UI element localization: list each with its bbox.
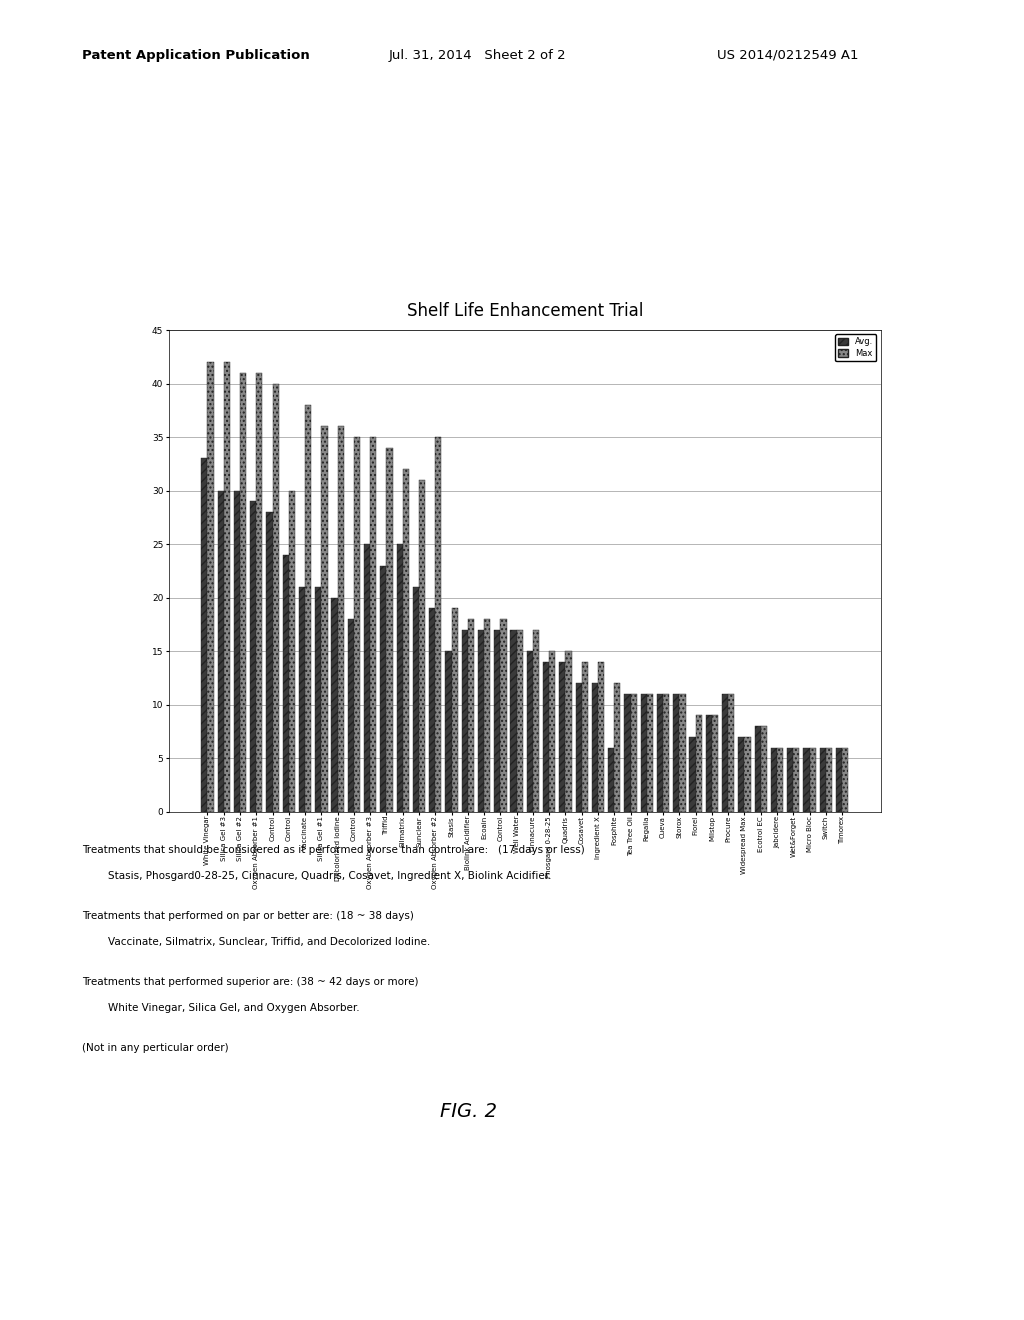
Bar — [598, 661, 604, 812]
Bar — [452, 609, 458, 812]
Bar — [771, 747, 777, 812]
Bar — [549, 651, 555, 812]
Bar — [836, 747, 842, 812]
Bar — [354, 437, 360, 812]
Bar — [517, 630, 523, 812]
Bar — [664, 694, 670, 812]
Bar — [272, 384, 279, 812]
Bar — [761, 726, 767, 812]
Bar — [755, 726, 761, 812]
Bar — [804, 747, 810, 812]
Text: White Vinegar, Silica Gel, and Oxygen Absorber.: White Vinegar, Silica Gel, and Oxygen Ab… — [82, 1003, 359, 1014]
Bar — [240, 372, 246, 812]
Text: (Not in any perticular order): (Not in any perticular order) — [82, 1043, 228, 1053]
Bar — [565, 651, 571, 812]
Bar — [299, 587, 305, 812]
Text: Patent Application Publication: Patent Application Publication — [82, 49, 309, 62]
Bar — [631, 694, 637, 812]
Bar — [842, 747, 848, 812]
Text: US 2014/0212549 A1: US 2014/0212549 A1 — [717, 49, 858, 62]
Bar — [495, 630, 501, 812]
Bar — [582, 661, 588, 812]
Bar — [608, 747, 614, 812]
Bar — [825, 747, 833, 812]
Bar — [641, 694, 647, 812]
Bar — [810, 747, 816, 812]
Bar — [233, 491, 240, 812]
Bar — [625, 694, 631, 812]
Bar — [559, 661, 565, 812]
Bar — [386, 447, 392, 812]
Bar — [532, 630, 539, 812]
Bar — [695, 715, 701, 812]
Bar — [396, 544, 402, 812]
Text: Treatments that should be considered as it performed worse than control are:   (: Treatments that should be considered as … — [82, 845, 585, 855]
Bar — [478, 630, 484, 812]
Bar — [712, 715, 718, 812]
Bar — [673, 694, 679, 812]
Bar — [501, 619, 507, 812]
Bar — [250, 502, 256, 812]
Bar — [728, 694, 734, 812]
Bar — [305, 405, 311, 812]
Bar — [744, 737, 751, 812]
Bar — [657, 694, 664, 812]
Bar — [738, 737, 744, 812]
Bar — [468, 619, 474, 812]
Bar — [722, 694, 728, 812]
Bar — [429, 609, 435, 812]
Bar — [484, 619, 490, 812]
Bar — [689, 737, 695, 812]
Bar — [435, 437, 441, 812]
Title: Shelf Life Enhancement Trial: Shelf Life Enhancement Trial — [407, 302, 643, 321]
Bar — [419, 480, 425, 812]
Bar — [787, 747, 794, 812]
Text: Stasis, Phosgard0-28-25, Cinnacure, Quadris, Cosavet, Ingredient X, Biolink Acid: Stasis, Phosgard0-28-25, Cinnacure, Quad… — [82, 871, 551, 882]
Bar — [224, 362, 230, 812]
Legend: Avg., Max: Avg., Max — [835, 334, 877, 362]
Bar — [647, 694, 653, 812]
Text: Vaccinate, Silmatrix, Sunclear, Triffid, and Decolorized Iodine.: Vaccinate, Silmatrix, Sunclear, Triffid,… — [82, 937, 430, 948]
Text: Treatments that performed on par or better are: (18 ~ 38 days): Treatments that performed on par or bett… — [82, 911, 414, 921]
Bar — [364, 544, 371, 812]
Bar — [462, 630, 468, 812]
Bar — [283, 554, 289, 812]
Text: Jul. 31, 2014   Sheet 2 of 2: Jul. 31, 2014 Sheet 2 of 2 — [389, 49, 566, 62]
Bar — [706, 715, 712, 812]
Bar — [413, 587, 419, 812]
Bar — [371, 437, 377, 812]
Bar — [614, 684, 621, 812]
Bar — [208, 362, 214, 812]
Bar — [348, 619, 354, 812]
Bar — [575, 684, 582, 812]
Bar — [543, 661, 549, 812]
Bar — [402, 469, 409, 812]
Bar — [380, 565, 386, 812]
Bar — [256, 372, 262, 812]
Bar — [322, 426, 328, 812]
Bar — [217, 491, 224, 812]
Bar — [679, 694, 686, 812]
Text: Treatments that performed superior are: (38 ~ 42 days or more): Treatments that performed superior are: … — [82, 977, 419, 987]
Bar — [315, 587, 322, 812]
Bar — [511, 630, 517, 812]
Bar — [338, 426, 344, 812]
Bar — [289, 491, 295, 812]
Bar — [592, 684, 598, 812]
Bar — [819, 747, 825, 812]
Bar — [202, 458, 208, 812]
Bar — [332, 598, 338, 812]
Bar — [777, 747, 783, 812]
Text: FIG. 2: FIG. 2 — [440, 1102, 498, 1121]
Bar — [794, 747, 800, 812]
Bar — [526, 651, 532, 812]
Bar — [445, 651, 452, 812]
Bar — [266, 512, 272, 812]
